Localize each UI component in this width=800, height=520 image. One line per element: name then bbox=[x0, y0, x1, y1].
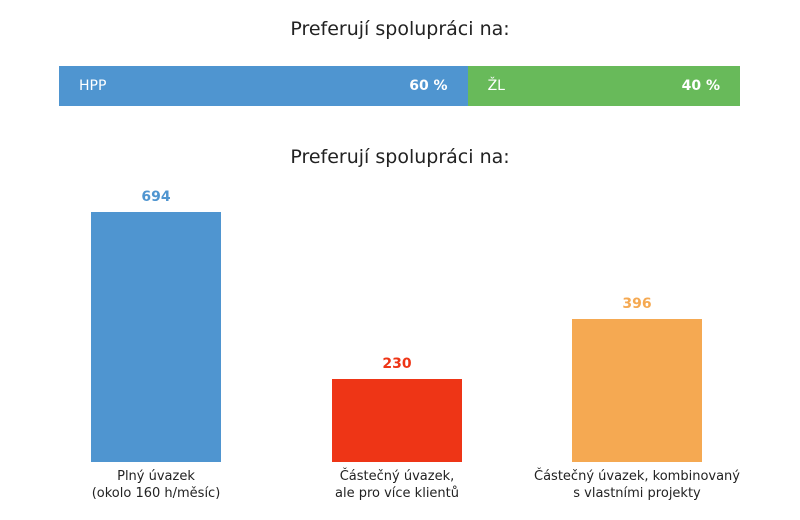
segment-label: ŽL bbox=[487, 78, 505, 94]
segment-value: 60 % bbox=[409, 78, 448, 94]
bar-value-label: 230 bbox=[382, 356, 412, 373]
stacked-bar: HPP 60 % ŽL 40 % bbox=[59, 66, 740, 106]
category-label: Částečný úvazek, kombinovaný s vlastními … bbox=[534, 469, 740, 501]
category-label: Plný úvazek (okolo 160 h/měsíc) bbox=[91, 469, 221, 501]
bar-value-label: 396 bbox=[622, 296, 652, 313]
bar-2 bbox=[572, 319, 702, 462]
stack-segment-0: HPP 60 % bbox=[59, 66, 468, 106]
bar-value-label: 694 bbox=[141, 189, 171, 205]
segment-value: 40 % bbox=[681, 78, 720, 94]
segment-label: HPP bbox=[79, 78, 107, 94]
category-label: Částečný úvazek, ale pro více klientů bbox=[334, 469, 459, 501]
stack-segment-1: ŽL 40 % bbox=[467, 66, 740, 106]
stacked-chart-title: Preferují spolupráci na: bbox=[290, 18, 510, 40]
bar-0 bbox=[91, 212, 221, 462]
bar-chart-title: Preferují spolupráci na: bbox=[290, 146, 510, 168]
bar-1 bbox=[332, 379, 462, 462]
